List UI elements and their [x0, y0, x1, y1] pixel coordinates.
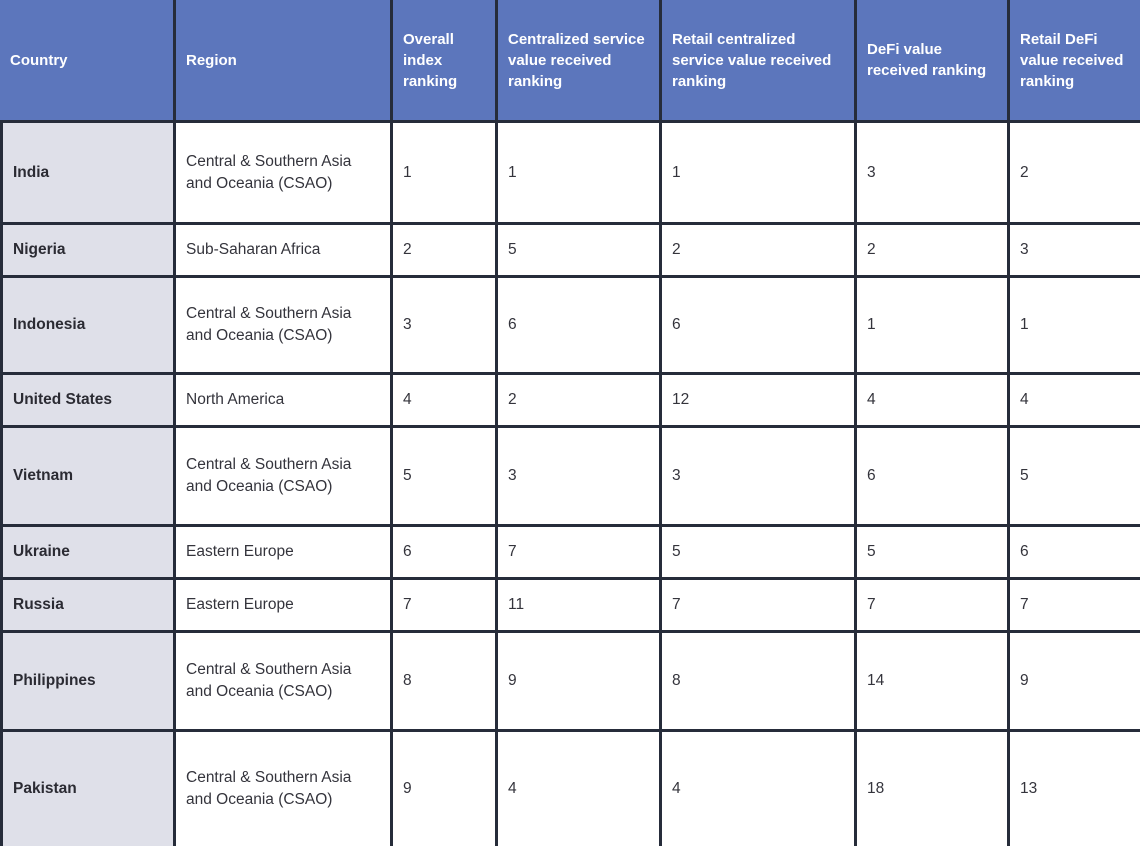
overall-rank-cell: 4 [393, 375, 498, 428]
defi-rank-cell: 2 [857, 225, 1010, 278]
table-row-philippines: Philippines Central & Southern Asia and … [0, 633, 1140, 732]
table-row-nigeria: Nigeria Sub-Saharan Africa 2 5 2 2 3 [0, 225, 1140, 278]
retail-centralized-rank-cell: 3 [662, 428, 857, 527]
region-cell: Sub-Saharan Africa [176, 225, 393, 278]
country-cell: Philippines [0, 633, 176, 732]
defi-rank-cell: 14 [857, 633, 1010, 732]
retail-defi-rank-cell: 13 [1010, 732, 1140, 846]
country-cell: United States [0, 375, 176, 428]
retail-defi-rank-cell: 6 [1010, 527, 1140, 580]
region-cell: North America [176, 375, 393, 428]
retail-defi-rank-cell: 2 [1010, 123, 1140, 225]
overall-rank-cell: 5 [393, 428, 498, 527]
retail-centralized-rank-cell: 7 [662, 580, 857, 633]
region-cell: Eastern Europe [176, 527, 393, 580]
overall-rank-cell: 6 [393, 527, 498, 580]
retail-defi-rank-cell: 3 [1010, 225, 1140, 278]
region-cell: Central & Southern Asia and Oceania (CSA… [176, 428, 393, 527]
table-row-united-states: United States North America 4 2 12 4 4 [0, 375, 1140, 428]
region-cell: Eastern Europe [176, 580, 393, 633]
col-header-region: Region [176, 0, 393, 123]
retail-centralized-rank-cell: 8 [662, 633, 857, 732]
centralized-rank-cell: 7 [498, 527, 662, 580]
table-row-russia: Russia Eastern Europe 7 11 7 7 7 [0, 580, 1140, 633]
retail-defi-rank-cell: 5 [1010, 428, 1140, 527]
retail-defi-rank-cell: 4 [1010, 375, 1140, 428]
col-header-overall-index: Overall index ranking [393, 0, 498, 123]
country-cell: Russia [0, 580, 176, 633]
overall-rank-cell: 1 [393, 123, 498, 225]
defi-rank-cell: 5 [857, 527, 1010, 580]
retail-defi-rank-cell: 9 [1010, 633, 1140, 732]
overall-rank-cell: 8 [393, 633, 498, 732]
retail-centralized-rank-cell: 2 [662, 225, 857, 278]
region-cell: Central & Southern Asia and Oceania (CSA… [176, 732, 393, 846]
defi-rank-cell: 7 [857, 580, 1010, 633]
country-cell: Ukraine [0, 527, 176, 580]
overall-rank-cell: 9 [393, 732, 498, 846]
centralized-rank-cell: 2 [498, 375, 662, 428]
defi-rank-cell: 4 [857, 375, 1010, 428]
defi-rank-cell: 3 [857, 123, 1010, 225]
region-cell: Central & Southern Asia and Oceania (CSA… [176, 633, 393, 732]
centralized-rank-cell: 9 [498, 633, 662, 732]
region-cell: Central & Southern Asia and Oceania (CSA… [176, 278, 393, 375]
table-row-india: India Central & Southern Asia and Oceani… [0, 123, 1140, 225]
centralized-rank-cell: 4 [498, 732, 662, 846]
overall-rank-cell: 7 [393, 580, 498, 633]
table-row-indonesia: Indonesia Central & Southern Asia and Oc… [0, 278, 1140, 375]
retail-centralized-rank-cell: 5 [662, 527, 857, 580]
col-header-defi: DeFi value received ranking [857, 0, 1010, 123]
defi-rank-cell: 18 [857, 732, 1010, 846]
defi-rank-cell: 1 [857, 278, 1010, 375]
country-cell: Pakistan [0, 732, 176, 846]
retail-defi-rank-cell: 7 [1010, 580, 1140, 633]
overall-rank-cell: 3 [393, 278, 498, 375]
country-cell: Vietnam [0, 428, 176, 527]
retail-defi-rank-cell: 1 [1010, 278, 1140, 375]
centralized-rank-cell: 11 [498, 580, 662, 633]
centralized-rank-cell: 3 [498, 428, 662, 527]
table-row-ukraine: Ukraine Eastern Europe 6 7 5 5 6 [0, 527, 1140, 580]
centralized-rank-cell: 1 [498, 123, 662, 225]
table-row-pakistan: Pakistan Central & Southern Asia and Oce… [0, 732, 1140, 846]
header-row: Country Region Overall index ranking Cen… [0, 0, 1140, 123]
centralized-rank-cell: 5 [498, 225, 662, 278]
region-cell: Central & Southern Asia and Oceania (CSA… [176, 123, 393, 225]
table-row-vietnam: Vietnam Central & Southern Asia and Ocea… [0, 428, 1140, 527]
col-header-country: Country [0, 0, 176, 123]
col-header-retail-centralized: Retail centralized service value receive… [662, 0, 857, 123]
country-cell: Indonesia [0, 278, 176, 375]
retail-centralized-rank-cell: 12 [662, 375, 857, 428]
centralized-rank-cell: 6 [498, 278, 662, 375]
retail-centralized-rank-cell: 1 [662, 123, 857, 225]
retail-centralized-rank-cell: 6 [662, 278, 857, 375]
col-header-centralized: Centralized service value received ranki… [498, 0, 662, 123]
country-cell: India [0, 123, 176, 225]
retail-centralized-rank-cell: 4 [662, 732, 857, 846]
country-cell: Nigeria [0, 225, 176, 278]
overall-rank-cell: 2 [393, 225, 498, 278]
col-header-retail-defi: Retail DeFi value received ranking [1010, 0, 1140, 123]
defi-rank-cell: 6 [857, 428, 1010, 527]
